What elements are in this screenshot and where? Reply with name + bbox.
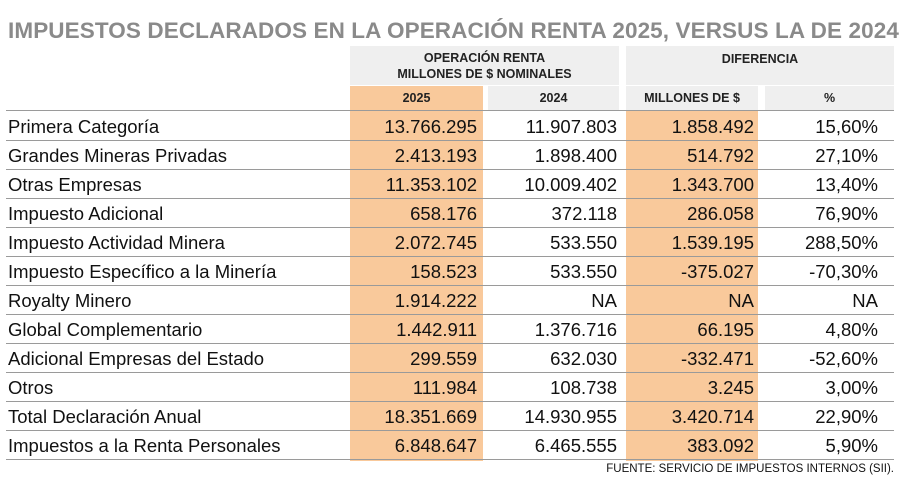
cell-2025: 658.176: [410, 203, 477, 224]
table-row: Otras Empresas 11.353.102 10.009.402 1.343.…: [0, 170, 900, 199]
cell-pct: 27,10%: [815, 145, 878, 166]
cell-pct: 22,90%: [815, 406, 878, 427]
row-divider: [6, 459, 894, 460]
table-row: Impuesto Específico a la Minería 158.523 5…: [0, 257, 900, 286]
cell-diff: 1.858.492: [671, 116, 754, 137]
row-label: Total Declaración Anual: [8, 406, 202, 427]
row-divider: [6, 198, 894, 199]
cell-2025: 1.914.222: [394, 290, 477, 311]
cell-2024: 533.550: [550, 232, 617, 253]
cell-diff: NA: [728, 290, 754, 311]
cell-diff: 514.792: [687, 145, 754, 166]
cell-2024: 372.118: [551, 203, 618, 224]
header-rule: [6, 110, 894, 111]
page-title: IMPUESTOS DECLARADOS EN LA OPERACIÓN REN…: [8, 18, 899, 43]
header-group-diferencia-label: DIFERENCIA: [721, 52, 799, 66]
cell-diff: 383.092: [687, 435, 754, 456]
column-header-2025: 2025: [350, 86, 483, 110]
row-label: Primera Categoría: [8, 116, 160, 137]
cell-2025: 6.848.647: [394, 435, 477, 456]
cell-2024: 10.009.402: [524, 174, 617, 195]
row-divider: [6, 314, 894, 315]
header-group-line2: MILLONES DE $ NOMINALES: [397, 66, 572, 81]
row-divider: [6, 285, 894, 286]
table-row: Royalty Minero 1.914.222 NA NA NA: [0, 286, 900, 315]
row-divider: [6, 227, 894, 228]
cell-2025: 1.442.911: [396, 319, 477, 340]
cell-pct: 288,50%: [804, 232, 878, 253]
cell-2024: 533.550: [550, 261, 617, 282]
row-label: Otros: [8, 377, 54, 398]
column-header-millones: MILLONES DE $: [626, 86, 758, 110]
cell-pct: 15,60%: [815, 116, 878, 137]
cell-2024: 14.930.955: [524, 406, 617, 427]
cell-pct: -52,60%: [809, 348, 878, 369]
table-row: Adicional Empresas del Estado 299.559 632.…: [0, 344, 900, 373]
row-label: Impuesto Actividad Minera: [8, 232, 225, 253]
cell-pct: 3,00%: [825, 377, 878, 398]
cell-2025: 2.413.193: [394, 145, 477, 166]
row-label: Royalty Minero: [8, 290, 132, 311]
header-group-diferencia: DIFERENCIA: [626, 46, 894, 85]
cell-diff: -375.027: [680, 261, 754, 282]
header-group-operacion-renta: OPERACIÓN RENTA MILLONES DE $ NOMINALES: [350, 46, 619, 85]
table-row: Impuesto Adicional 658.176 372.118 286.058 7…: [0, 199, 900, 228]
cell-diff: 3.245: [707, 377, 754, 398]
cell-2025: 2.072.745: [394, 232, 477, 253]
row-divider: [6, 140, 894, 141]
table-row: Impuestos a la Renta Personales 6.848.647…: [0, 431, 900, 460]
row-label: Otras Empresas: [8, 174, 142, 195]
row-divider: [6, 343, 894, 344]
table-row: Grandes Mineras Privadas 2.413.193 1.898.4…: [0, 141, 900, 170]
row-label: Adicional Empresas del Estado: [8, 348, 265, 369]
cell-pct: -70,30%: [809, 261, 878, 282]
cell-2025: 111.984: [412, 377, 477, 398]
cell-2025: 299.559: [410, 348, 477, 369]
row-divider: [6, 401, 894, 402]
cell-2024: 1.898.400: [534, 145, 617, 166]
row-label: Impuestos a la Renta Personales: [8, 435, 281, 456]
column-header-pct: %: [765, 86, 894, 110]
cell-2025: 13.766.295: [384, 116, 477, 137]
cell-diff: -332.471: [680, 348, 754, 369]
cell-2024: 11.907.803: [525, 116, 617, 137]
cell-2024: 632.030: [550, 348, 617, 369]
source-note: FUENTE: SERVICIO DE IMPUESTOS INTERNOS (…: [606, 463, 894, 475]
row-divider: [6, 372, 894, 373]
cell-diff: 1.539.195: [671, 232, 754, 253]
cell-2024: 108.738: [550, 377, 617, 398]
cell-2025: 11.353.102: [385, 174, 477, 195]
cell-pct: 5,90%: [825, 435, 878, 456]
table-row: Primera Categoría 13.766.295 11.907.803 1.8…: [0, 112, 900, 141]
cell-2024: 1.376.716: [534, 319, 617, 340]
table-row: Global Complementario 1.442.911 1.376.716 6…: [0, 315, 900, 344]
row-divider: [6, 430, 894, 431]
cell-pct: 13,40%: [815, 174, 878, 195]
cell-pct: 76,90%: [815, 203, 878, 224]
table-row: Impuesto Actividad Minera 2.072.745 533.55…: [0, 228, 900, 257]
cell-2024: NA: [591, 290, 617, 311]
cell-diff: 3.420.714: [671, 406, 754, 427]
row-divider: [6, 169, 894, 170]
cell-diff: 286.058: [687, 203, 754, 224]
header-group-line1: OPERACIÓN RENTA: [423, 50, 546, 65]
cell-2025: 158.523: [410, 261, 477, 282]
row-label: Grandes Mineras Privadas: [8, 145, 228, 166]
cell-pct: NA: [852, 290, 878, 311]
row-divider: [6, 256, 894, 257]
cell-2024: 6.465.555: [534, 435, 617, 456]
table-row: Total Declaración Anual 18.351.669 14.930.…: [0, 402, 900, 431]
cell-diff: 1.343.700: [671, 174, 754, 195]
cell-diff: 66.195: [697, 319, 754, 340]
row-label: Global Complementario: [8, 319, 203, 340]
table-row: Otros 111.984 108.738 3.245 3,00%: [0, 373, 900, 402]
cell-pct: 4,80%: [825, 319, 878, 340]
row-label: Impuesto Adicional: [8, 203, 164, 224]
cell-2025: 18.351.669: [384, 406, 477, 427]
column-header-2024: 2024: [488, 86, 619, 110]
row-label: Impuesto Específico a la Minería: [8, 261, 277, 282]
